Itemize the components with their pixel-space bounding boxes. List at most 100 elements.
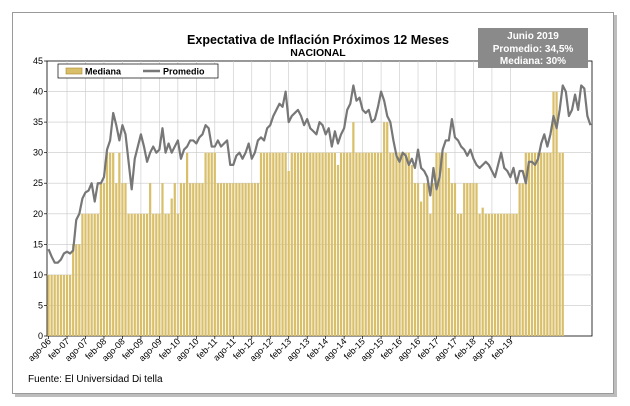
bar-mediana [78, 244, 81, 336]
bar-mediana [185, 152, 189, 336]
bar-mediana [472, 183, 475, 336]
bar-mediana [361, 152, 364, 336]
info-box-promedio: Promedio: 34,5% [492, 43, 574, 55]
bar-mediana [127, 213, 130, 336]
bar-mediana [506, 213, 509, 336]
bar-mediana [478, 213, 481, 336]
bar-mediana [493, 213, 497, 336]
bar-mediana [487, 213, 490, 336]
bar-mediana [561, 152, 564, 336]
source-note: Fuente: El Universidad Di tella [28, 374, 163, 385]
bar-mediana [333, 152, 337, 336]
bar-mediana [521, 183, 524, 336]
bar-mediana [555, 91, 558, 336]
bar-mediana [496, 213, 500, 336]
bar-mediana [284, 152, 287, 336]
y-axis: 0 5 10 15 20 25 30 35 40 45 [33, 56, 47, 341]
bar-mediana [543, 152, 546, 336]
bar-mediana [164, 213, 167, 336]
bar-mediana [432, 183, 435, 336]
bar-mediana [321, 152, 324, 336]
bar-mediana [413, 183, 417, 336]
bar-mediana [238, 183, 241, 336]
bar-mediana [262, 152, 266, 336]
bar-mediana [475, 183, 478, 336]
bar-mediana [355, 152, 358, 336]
bar-mediana [420, 201, 423, 336]
bar-mediana [395, 152, 398, 336]
info-box: Junio 2019 Promedio: 34,5% Mediana: 30% [478, 28, 588, 68]
bar-mediana [330, 152, 333, 336]
bar-mediana [290, 152, 293, 336]
bar-mediana [364, 152, 367, 336]
bar-mediana [296, 152, 300, 336]
bar-mediana [207, 152, 210, 336]
bar-mediana [50, 274, 53, 336]
bar-mediana [124, 183, 127, 336]
bar-mediana [136, 213, 139, 336]
bar-mediana [524, 152, 527, 336]
bar-mediana [152, 213, 155, 336]
bar-mediana [62, 274, 66, 336]
bar-mediana [527, 152, 530, 336]
bar-mediana [503, 213, 506, 336]
bar-mediana [256, 183, 260, 336]
bar-mediana [312, 152, 315, 336]
bar-mediana [244, 183, 247, 336]
y-tick-label: 35 [33, 117, 43, 127]
bar-mediana [367, 152, 370, 336]
bar-mediana [235, 183, 238, 336]
bar-mediana [139, 213, 143, 336]
bar-mediana [435, 152, 438, 336]
y-tick-label: 45 [33, 56, 43, 66]
bar-mediana [302, 152, 306, 336]
bar-mediana [201, 183, 204, 336]
bar-mediana [339, 152, 343, 336]
bar-mediana [398, 152, 401, 336]
bar-mediana [293, 152, 296, 336]
bar-mediana [324, 152, 327, 336]
bar-mediana [72, 244, 75, 336]
bar-mediana [533, 152, 537, 336]
bar-mediana [518, 183, 521, 336]
bar-mediana [358, 152, 361, 336]
y-tick-label: 5 [38, 300, 43, 310]
y-tick-label: 40 [33, 87, 43, 97]
y-tick-label: 30 [33, 148, 43, 158]
legend-label-mediana: Mediana [85, 67, 122, 77]
bar-mediana [232, 183, 235, 336]
bar-mediana [87, 213, 90, 336]
bar-mediana [552, 91, 555, 336]
bar-mediana [537, 152, 540, 336]
bar-mediana [466, 183, 469, 336]
x-tick-label: feb-19 [490, 336, 515, 361]
bar-mediana [96, 213, 99, 336]
bar-mediana [441, 152, 444, 336]
y-tick-label: 20 [33, 209, 43, 219]
bar-mediana [343, 152, 346, 336]
bar-mediana [130, 213, 133, 336]
bar-mediana [68, 274, 72, 336]
bar-mediana [512, 213, 515, 336]
bar-mediana [540, 152, 543, 336]
bar-mediana [423, 183, 426, 336]
bar-mediana [133, 213, 136, 336]
bar-mediana [266, 152, 269, 336]
bar-mediana [198, 183, 201, 336]
bar-mediana [469, 183, 472, 336]
bar-mediana [210, 152, 213, 336]
bar-mediana [109, 152, 112, 336]
bar-mediana [259, 152, 263, 336]
bar-mediana [426, 183, 429, 336]
y-tick-label: 25 [33, 178, 43, 188]
chart-title: Expectativa de Inflación Próximos 12 Mes… [187, 33, 449, 47]
line-promedio [47, 84, 592, 264]
bar-mediana [195, 183, 198, 336]
bar-mediana [93, 213, 96, 336]
bar-mediana [250, 183, 253, 336]
bar-mediana [438, 152, 441, 336]
bar-mediana [453, 183, 457, 336]
bar-mediana [287, 171, 290, 336]
bar-mediana [102, 183, 106, 336]
bar-mediana [386, 122, 389, 336]
